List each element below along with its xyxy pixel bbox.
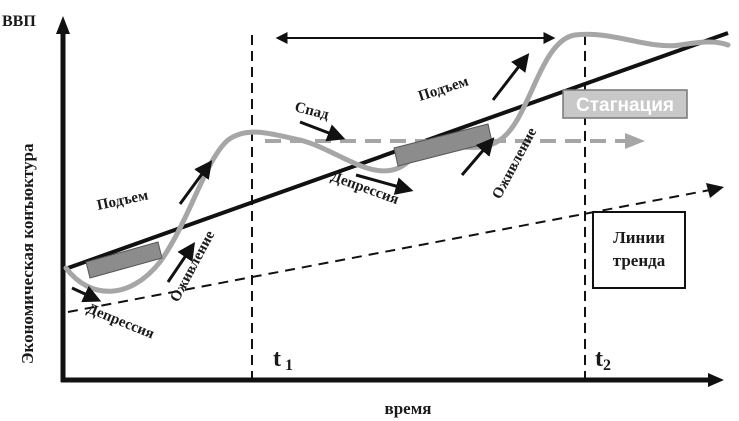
phase-rise-2: Подъем <box>416 74 470 105</box>
x-axis-title: время <box>385 399 432 418</box>
arrow-depression-1 <box>71 285 102 303</box>
t2-subscript: 2 <box>603 357 611 374</box>
stagnation-arrowhead <box>625 133 645 149</box>
y-axis-title: Экономическая конъюктура <box>18 143 37 364</box>
phase-revival-2: Оживление <box>489 125 540 202</box>
arrow-decline <box>299 120 346 142</box>
y-axis-arrowhead <box>56 16 70 34</box>
phase-depression-1: Депрессия <box>85 301 157 342</box>
phase-rise-1: Подъем <box>96 187 150 213</box>
dashed-trend-arrowhead <box>706 183 724 198</box>
arrow-revival-1 <box>166 242 196 283</box>
x-axis-arrowhead <box>708 373 724 387</box>
phase-decline: Спад <box>293 99 331 123</box>
band-lower <box>85 241 163 279</box>
trend-lines-label-1: Линии <box>613 228 665 247</box>
stagnation-label: Стагнация <box>576 95 674 116</box>
band-upper <box>393 123 493 167</box>
arrow-rise-2 <box>491 53 530 101</box>
dashed-trend-line <box>67 189 711 313</box>
phase-depression-2: Депрессия <box>329 169 401 208</box>
arrow-depression-2 <box>355 173 414 195</box>
trend-lines-box <box>592 211 686 289</box>
arrow-rise-1 <box>178 160 213 205</box>
stagnation-box <box>562 89 688 119</box>
t1-subscript: 1 <box>285 357 293 374</box>
trend-lines-label-2: тренда <box>613 251 666 270</box>
arrow-revival-2 <box>460 137 495 176</box>
t2-label: t2 <box>595 346 611 374</box>
y-axis-short-label: ВВП <box>2 13 36 30</box>
